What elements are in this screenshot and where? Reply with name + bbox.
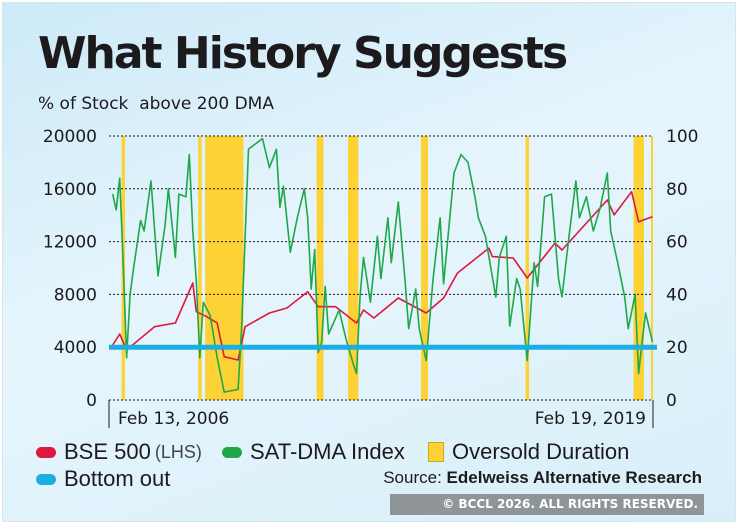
legend-label: SAT-DMA Index [250,439,405,464]
sat-dma-line [111,137,654,393]
legend-label: Oversold Duration [452,439,630,464]
y-left-tick-label: 20000 [43,127,97,147]
y-right-tick-label: 100 [666,127,698,147]
chart-title: What History Suggests [38,28,568,79]
oversold-swatch [428,442,444,462]
x-start-label: Feb 13, 2006 [118,409,229,429]
source-label: Source: [383,468,442,487]
legend-item-oversold: Oversold Duration [428,439,629,465]
legend-label: BSE 500 [64,439,151,464]
oversold-band [316,136,324,400]
oversold-band [650,136,653,400]
y-right-tick-label: 40 [666,285,688,305]
y-left-tick-label: 0 [86,391,97,411]
y-left-tick-label: 12000 [43,233,97,253]
oversold-band [633,136,644,400]
y-right-tick-label: 20 [666,338,688,358]
y-right-tick-label: 80 [666,180,688,200]
legend-label: Bottom out [64,466,171,491]
legend-item-sat-dma: SAT-DMA Index [222,439,405,465]
source-name: Edelweiss Alternative Research [446,468,702,487]
oversold-band [421,136,429,400]
oversold-band [347,136,359,400]
bottom-out-swatch [36,473,56,485]
legend-item-bse500: BSE 500 (LHS) [36,439,202,465]
legend-suffix: (LHS) [154,441,202,462]
y-right-tick-label: 0 [666,391,677,411]
oversold-band [525,136,530,400]
y-left-tick-label: 8000 [54,285,97,305]
bse500-line [112,190,653,361]
bse500-swatch [36,446,56,458]
y-right-tick-label: 60 [666,233,688,253]
sat-dma-swatch [222,446,242,458]
oversold-band [198,136,202,400]
legend-item-bottom-out: Bottom out [36,466,170,492]
chart-subtitle: % of Stock above 200 DMA [38,94,274,114]
watermark: © BCCL 2026. ALL RIGHTS RESERVED. [390,494,704,515]
y-left-tick-label: 4000 [54,338,97,358]
y-left-tick-label: 16000 [43,180,97,200]
source-credit: Source: Edelweiss Alternative Research [383,468,702,488]
x-end-label: Feb 19, 2019 [535,409,646,429]
